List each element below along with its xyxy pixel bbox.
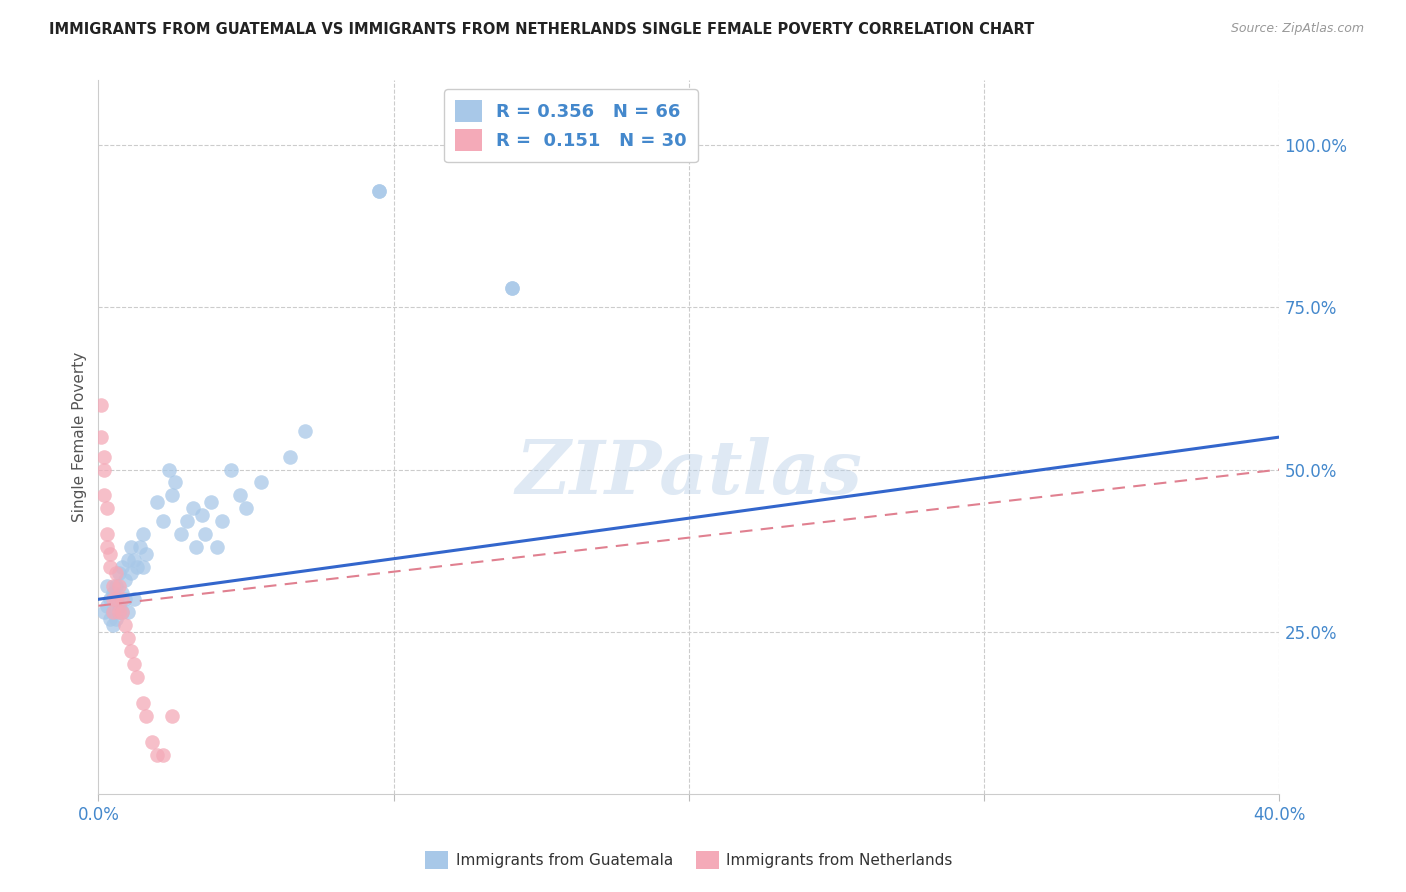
Point — [191, 508, 214, 522]
Point — [111, 605, 134, 619]
Point — [103, 579, 125, 593]
Point — [114, 573, 136, 587]
Point — [132, 559, 155, 574]
Point — [152, 515, 174, 529]
Point — [162, 709, 183, 723]
Point — [146, 747, 169, 762]
Point — [194, 527, 217, 541]
Point — [108, 605, 131, 619]
Point — [108, 599, 131, 613]
Point — [184, 541, 207, 555]
Legend: R = 0.356   N = 66, R =  0.151   N = 30: R = 0.356 N = 66, R = 0.151 N = 30 — [444, 89, 697, 162]
Point — [98, 559, 121, 574]
Point — [103, 605, 125, 619]
Point — [170, 527, 193, 541]
Point — [111, 592, 134, 607]
Point — [219, 462, 242, 476]
Point — [368, 184, 391, 198]
Point — [200, 495, 222, 509]
Point — [93, 605, 115, 619]
Point — [90, 398, 112, 412]
Point — [120, 541, 142, 555]
Point — [96, 579, 118, 593]
Text: Source: ZipAtlas.com: Source: ZipAtlas.com — [1230, 22, 1364, 36]
Point — [117, 605, 139, 619]
Y-axis label: Single Female Poverty: Single Female Poverty — [72, 352, 87, 522]
Point — [108, 566, 131, 581]
Point — [181, 501, 204, 516]
Point — [111, 586, 134, 600]
Point — [117, 631, 139, 645]
Point — [132, 696, 155, 710]
Point — [122, 657, 145, 672]
Point — [108, 605, 131, 619]
Point — [120, 566, 142, 581]
Point — [103, 605, 125, 619]
Point — [105, 592, 128, 607]
Point — [103, 592, 125, 607]
Point — [114, 618, 136, 632]
Point — [125, 559, 148, 574]
Point — [128, 541, 150, 555]
Point — [114, 592, 136, 607]
Point — [98, 612, 121, 626]
Point — [122, 553, 145, 567]
Point — [205, 541, 228, 555]
Point — [96, 501, 118, 516]
Point — [125, 670, 148, 684]
Point — [152, 747, 174, 762]
Point — [146, 495, 169, 509]
Point — [120, 644, 142, 658]
Point — [294, 424, 316, 438]
Point — [162, 488, 183, 502]
Point — [111, 605, 134, 619]
Legend: Immigrants from Guatemala, Immigrants from Netherlands: Immigrants from Guatemala, Immigrants fr… — [419, 845, 959, 875]
Point — [105, 566, 128, 581]
Point — [96, 527, 118, 541]
Point — [98, 592, 121, 607]
Point — [501, 281, 523, 295]
Point — [117, 553, 139, 567]
Point — [105, 612, 128, 626]
Point — [96, 599, 118, 613]
Point — [111, 559, 134, 574]
Point — [98, 547, 121, 561]
Point — [105, 592, 128, 607]
Point — [235, 501, 257, 516]
Point — [250, 475, 273, 490]
Point — [93, 462, 115, 476]
Point — [278, 450, 302, 464]
Point — [135, 547, 157, 561]
Text: ZIPatlas: ZIPatlas — [516, 436, 862, 509]
Point — [103, 586, 125, 600]
Point — [141, 735, 163, 749]
Point — [103, 618, 125, 632]
Point — [93, 450, 115, 464]
Point — [96, 541, 118, 555]
Point — [157, 462, 180, 476]
Point — [176, 515, 198, 529]
Point — [135, 709, 157, 723]
Text: IMMIGRANTS FROM GUATEMALA VS IMMIGRANTS FROM NETHERLANDS SINGLE FEMALE POVERTY C: IMMIGRANTS FROM GUATEMALA VS IMMIGRANTS … — [49, 22, 1035, 37]
Point — [368, 184, 391, 198]
Point — [211, 515, 233, 529]
Point — [501, 281, 523, 295]
Point — [229, 488, 252, 502]
Point — [105, 579, 128, 593]
Point — [122, 592, 145, 607]
Point — [93, 488, 115, 502]
Point — [108, 579, 131, 593]
Point — [90, 430, 112, 444]
Point — [132, 527, 155, 541]
Point — [165, 475, 187, 490]
